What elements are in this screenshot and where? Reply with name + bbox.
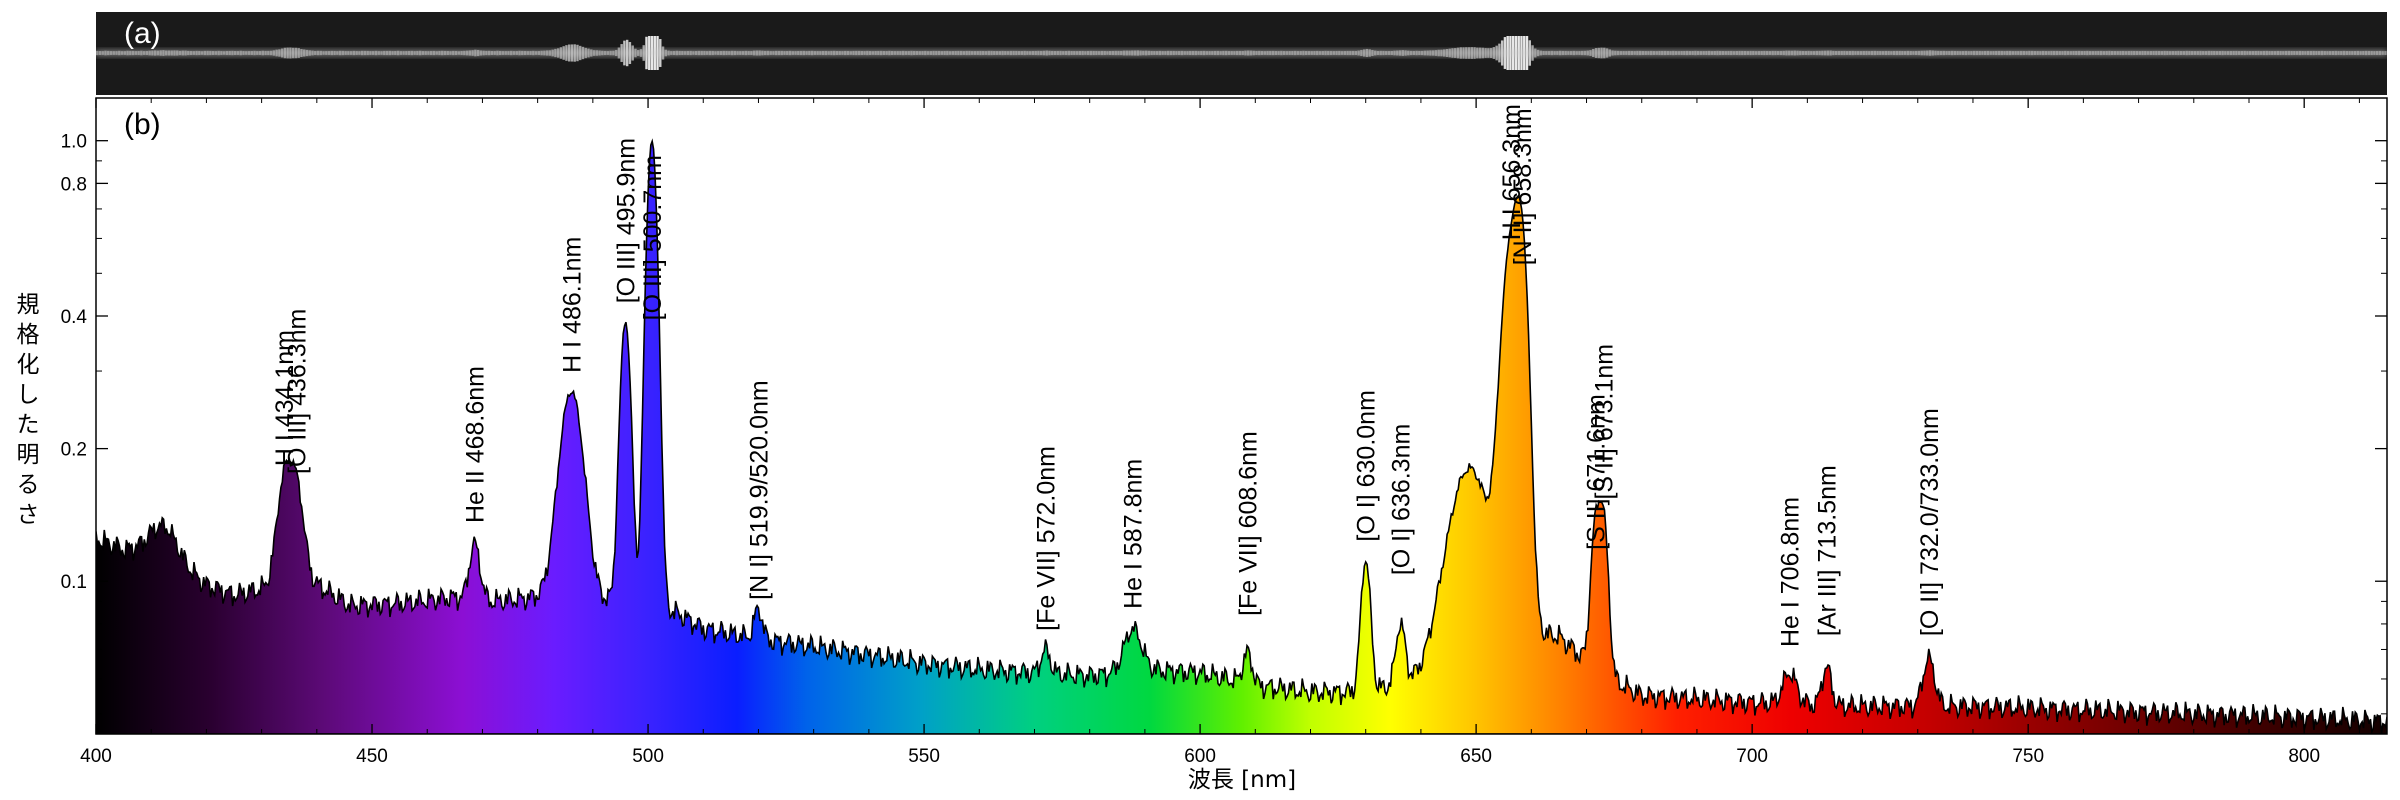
x-tick-label-450: 450	[356, 746, 388, 767]
x-tick-label-400: 400	[80, 746, 112, 767]
x-tick-label-650: 650	[1460, 746, 1492, 767]
label-oi-630: [O I] 630.0nm	[1353, 390, 1381, 541]
y-tick-label-0.1: 0.1	[61, 572, 87, 593]
y-tick-label-1.0: 1.0	[61, 132, 87, 153]
y-axis-title-char: 格	[17, 322, 40, 348]
label-oiii-495: [O III] 495.9nm	[612, 138, 640, 303]
label-ni-520: [N I] 519.9/520.0nm	[745, 380, 773, 600]
x-tick-label-800: 800	[2288, 746, 2320, 767]
label-heii-468: He II 468.6nm	[462, 366, 490, 523]
x-tick-label-550: 550	[908, 746, 940, 767]
y-axis-title-char: し	[17, 382, 40, 408]
panel-b-label: (b)	[124, 108, 161, 141]
x-axis: 400 450 500 550 600 650 700 750 800	[80, 98, 2360, 767]
label-oii-732: [O II] 732.0/733.0nm	[1916, 408, 1944, 636]
panel-a-streaks	[96, 36, 2389, 70]
label-sii-671: [S II] 671.6nm	[1582, 394, 1610, 550]
label-sii-673: [S II] 673.1nm	[1591, 344, 1619, 500]
label-nii-658: [N II] 658.3nm	[1509, 108, 1537, 265]
emission-line-labels: H I 434.1nm[O III] 436.3nm He II 468.6nm H…	[271, 104, 1944, 647]
label-h-486: H I 486.1nm	[558, 237, 586, 373]
y-tick-label-0.2: 0.2	[61, 440, 87, 461]
panel-a-column	[2387, 51, 2389, 55]
panel-a-label: (a)	[124, 17, 161, 50]
label-hei-706: He I 706.8nm	[1777, 497, 1805, 647]
plot-frame	[95, 97, 2388, 735]
spectrum-area	[96, 138, 2387, 734]
x-tick-label-600: 600	[1184, 746, 1216, 767]
x-axis-title: 波長 [nm]	[1188, 767, 1296, 793]
label-h-434: H I 434.1nm	[271, 330, 299, 466]
panel-b-plot: 400 450 500 550 600 650 700 750 800 0.1 0.2 0.4 0.8…	[61, 97, 2388, 767]
x-tick-label-750: 750	[2012, 746, 2044, 767]
y-axis-title-char: 化	[17, 352, 40, 378]
label-oi-636: [O I] 636.3nm	[1387, 424, 1415, 575]
label-ariii-713: [Ar III] 713.5nm	[1814, 465, 1842, 636]
y-axis: 0.1 0.2 0.4 0.8 1.0	[61, 132, 2387, 715]
y-tick-label-0.8: 0.8	[61, 174, 87, 195]
panel-a-trace	[96, 50, 2387, 56]
x-tick-label-700: 700	[1736, 746, 1768, 767]
y-axis-title-char: 明	[17, 442, 40, 468]
y-tick-label-0.4: 0.4	[61, 307, 88, 328]
y-axis-title-char: る	[17, 472, 40, 498]
label-oiii-500: [O III] 500.7nm	[639, 155, 667, 320]
label-fevii-608: [Fe VII] 608.6nm	[1235, 431, 1263, 616]
label-fevii-572: [Fe VII] 572.0nm	[1033, 446, 1061, 631]
y-axis-title-char: さ	[17, 502, 40, 528]
label-oiii-436: [O III] 436.3nm	[283, 309, 311, 474]
y-axis-title-char: 規	[17, 292, 40, 318]
label-hei-587: He I 587.8nm	[1120, 459, 1148, 609]
x-tick-label-500: 500	[632, 746, 664, 767]
label-h-656: H I 656.3nm	[1498, 104, 1526, 240]
y-axis-title-char: た	[17, 412, 40, 438]
panel-a-spectrum-image: (a)	[96, 12, 2389, 95]
